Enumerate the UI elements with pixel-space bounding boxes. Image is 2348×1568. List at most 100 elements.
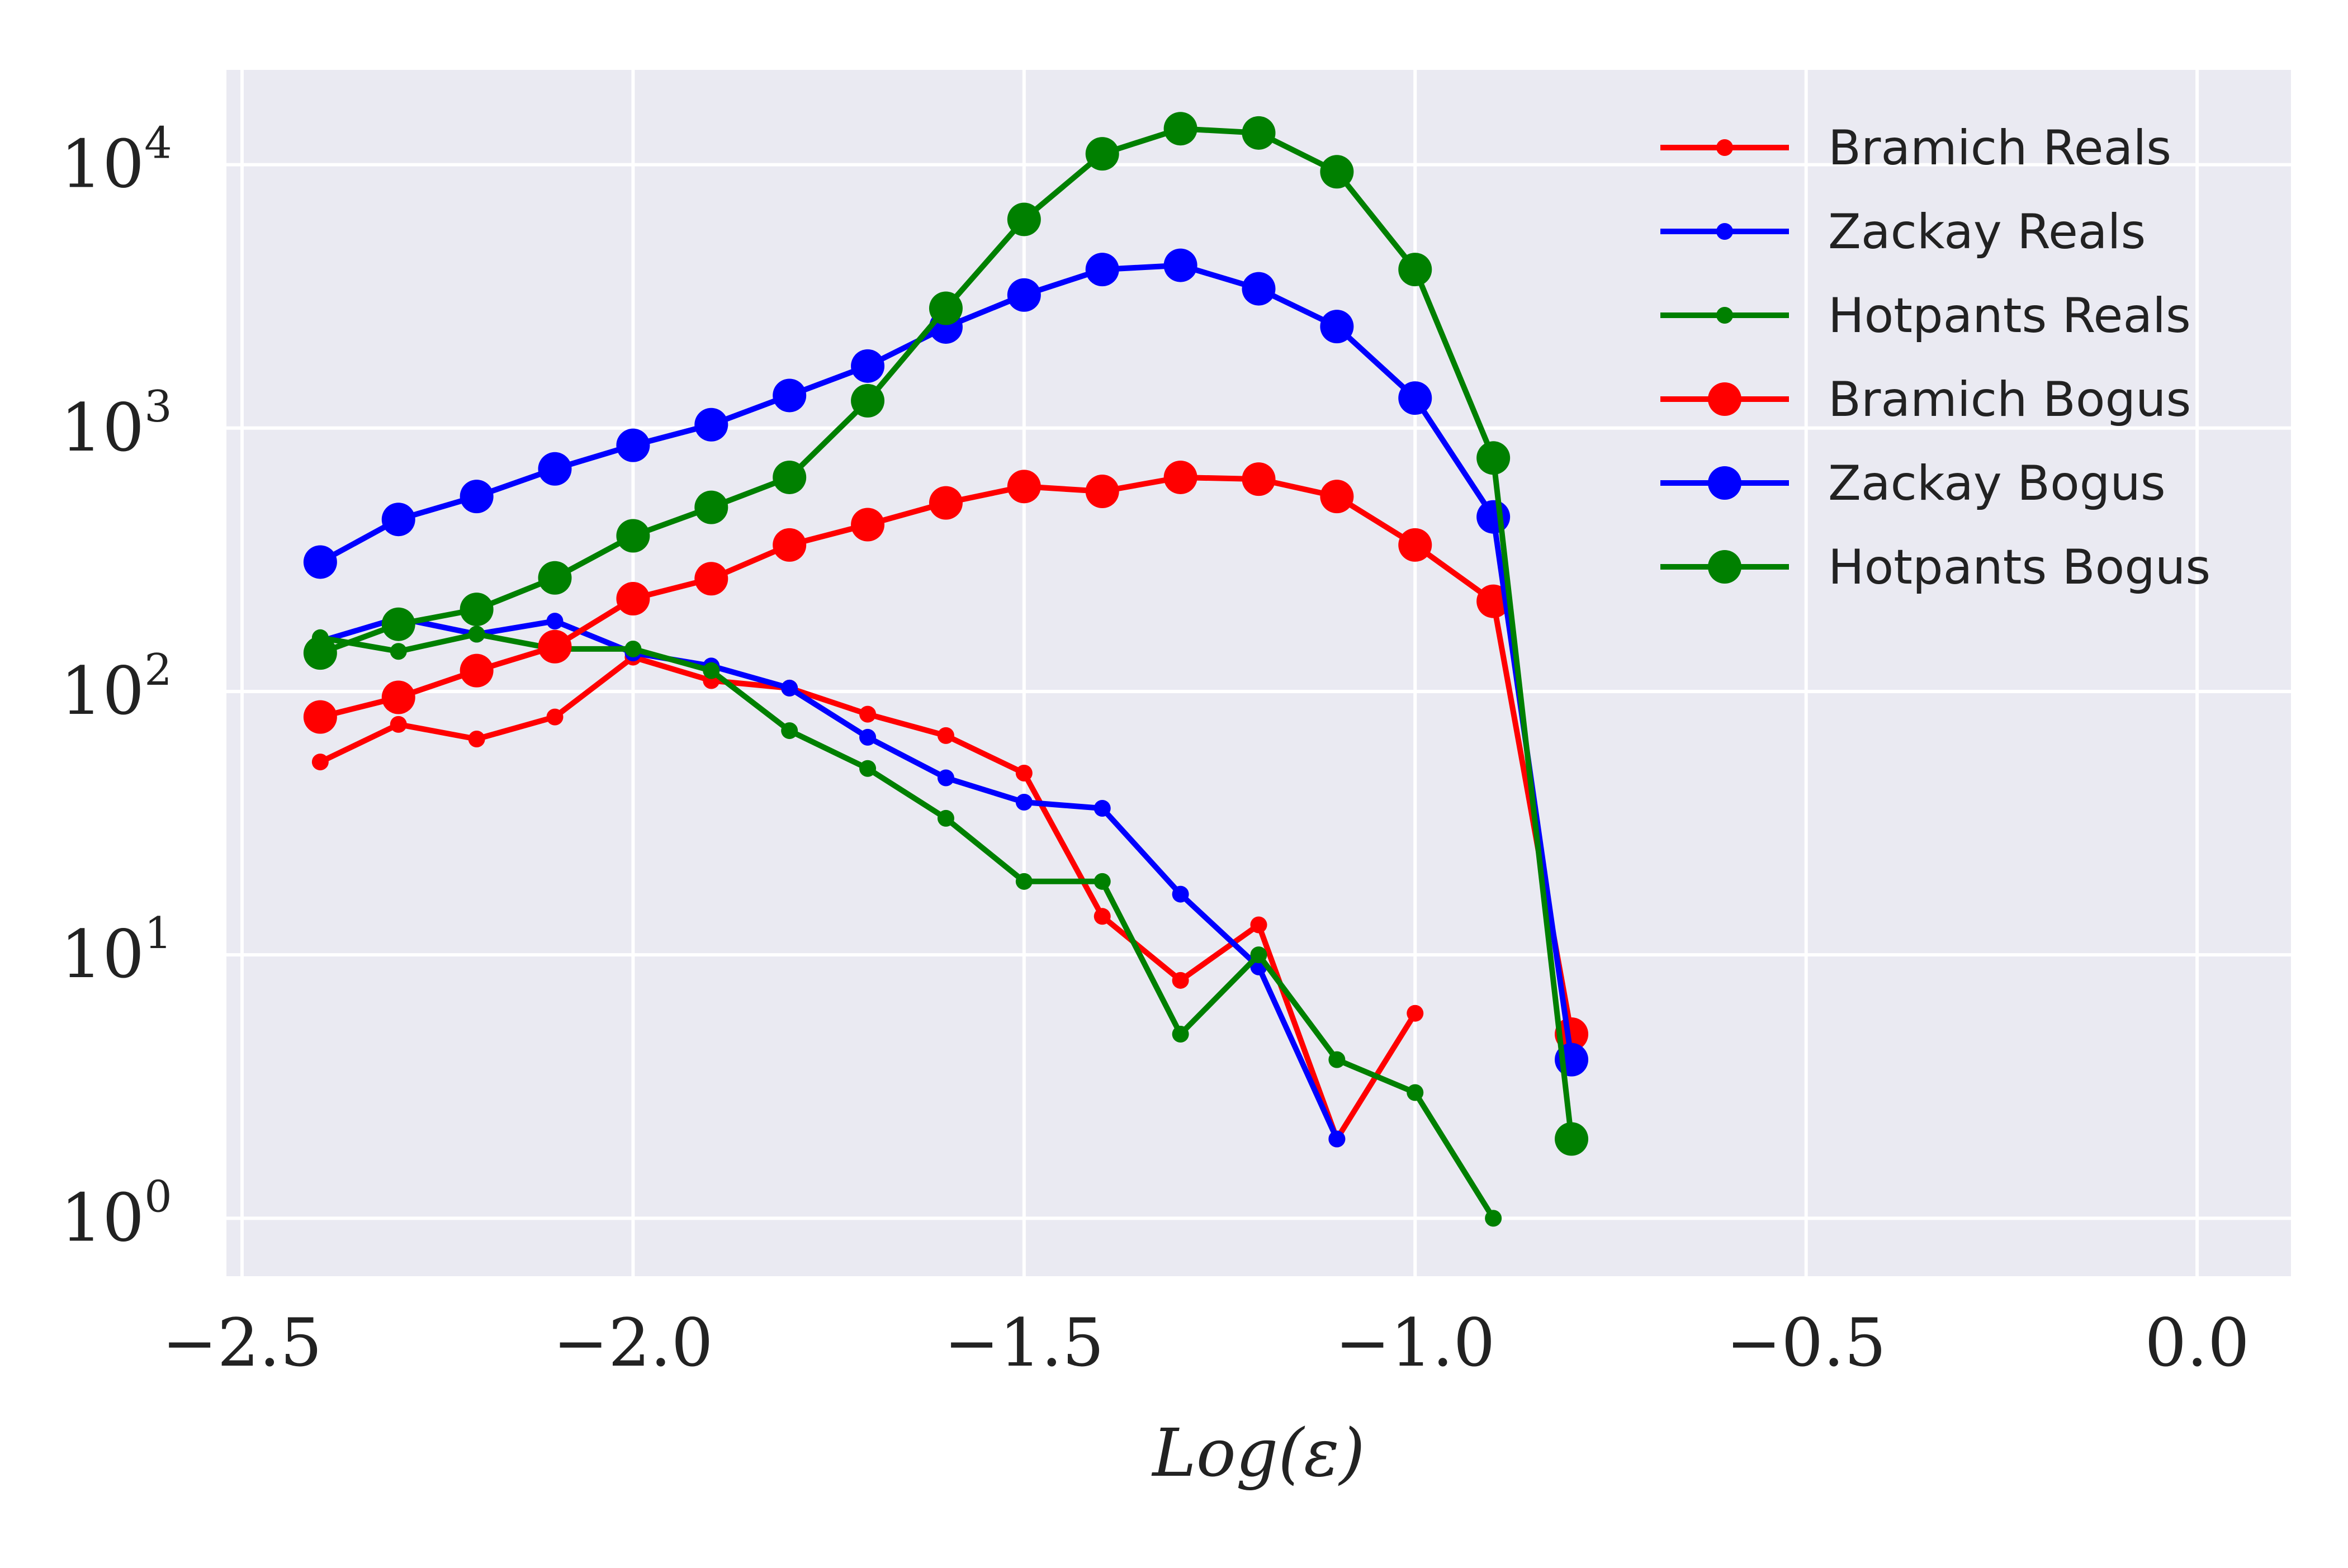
data-point [929, 486, 963, 520]
data-point [1320, 480, 1354, 514]
data-point [303, 545, 337, 579]
data-point [538, 561, 572, 595]
y-tick-base: 10 [60, 652, 144, 729]
data-point [851, 383, 885, 418]
data-point [468, 626, 485, 643]
data-point [1407, 1005, 1424, 1022]
legend-label: Hotpants Reals [1828, 288, 2191, 344]
data-point [694, 490, 728, 524]
legend-label: Bramich Bogus [1828, 372, 2191, 428]
x-tick-label: −1.0 [1335, 1304, 1495, 1381]
data-point [1476, 500, 1511, 534]
data-point [851, 508, 885, 542]
data-point [303, 636, 337, 670]
x-tick-label: −2.0 [553, 1304, 713, 1381]
data-point [546, 613, 564, 630]
y-tick-label: 103 [60, 382, 172, 466]
data-point [1085, 253, 1119, 287]
x-axis-ticks: −2.5 −2.0 −1.5 −1.0 −0.5 0.0 [162, 1304, 2250, 1381]
data-point [1398, 253, 1432, 287]
data-point [1242, 116, 1276, 150]
legend-swatch-marker [1708, 382, 1741, 416]
data-point [1328, 1130, 1346, 1148]
data-point [616, 428, 650, 462]
data-point [381, 680, 415, 714]
data-point [460, 653, 494, 688]
x-tick-label: −2.5 [162, 1304, 323, 1381]
legend-entry: Hotpants Reals [1660, 288, 2191, 344]
legend-swatch-marker [1708, 466, 1741, 500]
y-tick-base: 10 [60, 1179, 144, 1256]
data-point [1163, 112, 1197, 146]
legend-swatch-marker [1716, 223, 1733, 240]
data-point [303, 700, 337, 734]
data-point [1015, 793, 1033, 811]
data-point [1093, 800, 1111, 817]
data-point [1163, 248, 1197, 282]
data-point [546, 708, 564, 726]
data-point [859, 705, 877, 723]
y-tick-label: 101 [60, 908, 172, 993]
data-point [1320, 310, 1354, 344]
data-point [773, 460, 807, 494]
data-point [460, 593, 494, 627]
y-tick-exponent: 3 [144, 382, 172, 432]
y-tick-base: 10 [60, 916, 144, 993]
series-3 [303, 460, 1589, 1051]
y-tick-label: 102 [60, 645, 172, 729]
x-tick-label: −0.5 [1726, 1304, 1886, 1381]
data-point [311, 754, 329, 771]
legend-label: Bramich Reals [1828, 120, 2171, 176]
data-point [1172, 885, 1189, 903]
data-point [1485, 1210, 1502, 1227]
series-layer [303, 112, 1589, 1227]
legend: Bramich Reals Zackay Reals Hotpants Reals B… [1660, 120, 2210, 595]
data-point [937, 727, 954, 744]
legend-swatch-marker [1716, 307, 1733, 324]
data-point [390, 716, 407, 733]
data-point [1328, 1051, 1346, 1068]
y-tick-exponent: 0 [144, 1172, 172, 1222]
data-point [781, 722, 798, 740]
data-point [624, 640, 642, 657]
y-tick-base: 10 [60, 126, 144, 203]
legend-entry: Bramich Bogus [1660, 372, 2191, 428]
data-point [694, 562, 728, 596]
data-point [859, 728, 877, 746]
data-point [1015, 764, 1033, 781]
data-point [1172, 972, 1189, 989]
data-point [929, 291, 963, 325]
data-point [1555, 1122, 1589, 1156]
data-point [1007, 470, 1041, 504]
plot-area [226, 70, 2291, 1276]
legend-entry: Zackay Bogus [1660, 456, 2166, 511]
data-point [1242, 462, 1276, 496]
data-point [1398, 528, 1432, 562]
legend-entry: Zackay Reals [1660, 204, 2146, 260]
data-point [937, 769, 954, 787]
data-point [616, 519, 650, 553]
y-tick-label: 104 [60, 119, 172, 203]
y-tick-base: 10 [60, 389, 144, 466]
legend-entry: Hotpants Bogus [1660, 539, 2210, 595]
data-point [381, 503, 415, 537]
legend-swatch-marker [1708, 550, 1741, 584]
data-point [1250, 916, 1267, 934]
x-tick-label: −1.5 [944, 1304, 1105, 1381]
data-point [1172, 1026, 1189, 1043]
data-point [1407, 1084, 1424, 1101]
data-point [1007, 202, 1041, 236]
data-point [538, 452, 572, 486]
y-tick-exponent: 1 [144, 908, 172, 959]
data-point [851, 349, 885, 383]
data-point [1085, 137, 1119, 171]
data-point [381, 607, 415, 641]
x-tick-label: 0.0 [2145, 1304, 2250, 1381]
x-axis-title: Log(ε) [1151, 1414, 1365, 1491]
data-point [390, 643, 407, 660]
data-point [460, 480, 494, 514]
legend-label: Hotpants Bogus [1828, 539, 2210, 595]
data-point [1007, 278, 1041, 312]
